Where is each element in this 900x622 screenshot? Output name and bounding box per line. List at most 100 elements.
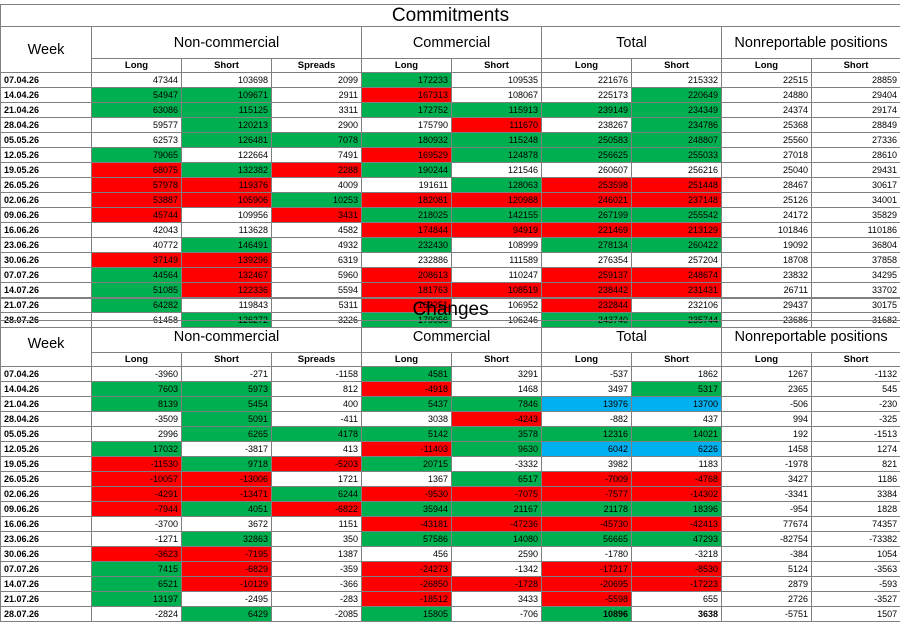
value-cell: -1513: [812, 427, 900, 442]
subheader-short: Short: [182, 353, 272, 367]
value-cell: 9630: [452, 442, 542, 457]
value-cell: -1158: [272, 367, 362, 382]
value-cell: 1267: [722, 367, 812, 382]
value-cell: 2590: [452, 547, 542, 562]
commitments-title: Commitments: [1, 5, 900, 27]
value-cell: 1507: [812, 607, 900, 622]
value-cell: 21178: [542, 502, 632, 517]
value-cell: 22515: [722, 73, 812, 88]
value-cell: 122336: [182, 283, 272, 298]
value-cell: 30617: [812, 178, 900, 193]
value-cell: 6429: [182, 607, 272, 622]
value-cell: 79065: [92, 148, 182, 163]
value-cell: 68075: [92, 163, 182, 178]
value-cell: 3291: [452, 367, 542, 382]
value-cell: 175790: [362, 118, 452, 133]
week-cell: 02.06.26: [1, 487, 92, 502]
group-header-total: Total: [542, 321, 722, 353]
value-cell: -271: [182, 367, 272, 382]
value-cell: 1186: [812, 472, 900, 487]
value-cell: 215332: [632, 73, 722, 88]
subheader-long: Long: [92, 353, 182, 367]
changes-table: Changes Week Non-commercial Commercial T…: [0, 298, 900, 622]
value-cell: 3311: [272, 103, 362, 118]
week-cell: 14.04.26: [1, 382, 92, 397]
value-cell: 17032: [92, 442, 182, 457]
value-cell: 2288: [272, 163, 362, 178]
value-cell: 1458: [722, 442, 812, 457]
value-cell: -7944: [92, 502, 182, 517]
value-cell: 28467: [722, 178, 812, 193]
value-cell: -1342: [452, 562, 542, 577]
value-cell: 253598: [542, 178, 632, 193]
value-cell: 29174: [812, 103, 900, 118]
value-cell: 18708: [722, 253, 812, 268]
changes-title: Changes: [1, 299, 900, 321]
value-cell: 7415: [92, 562, 182, 577]
value-cell: 812: [272, 382, 362, 397]
value-cell: -954: [722, 502, 812, 517]
group-header-noncommercial: Non-commercial: [92, 27, 362, 59]
value-cell: 6244: [272, 487, 362, 502]
value-cell: 456: [362, 547, 452, 562]
subheader-short: Short: [632, 59, 722, 73]
value-cell: 111670: [452, 118, 542, 133]
value-cell: 34001: [812, 193, 900, 208]
value-cell: -366: [272, 577, 362, 592]
value-cell: 231431: [632, 283, 722, 298]
week-cell: 28.04.26: [1, 118, 92, 133]
week-cell: 14.07.26: [1, 577, 92, 592]
value-cell: -42413: [632, 517, 722, 532]
value-cell: 1468: [452, 382, 542, 397]
value-cell: 47293: [632, 532, 722, 547]
value-cell: -4918: [362, 382, 452, 397]
value-cell: 4178: [272, 427, 362, 442]
value-cell: 7846: [452, 397, 542, 412]
value-cell: -14302: [632, 487, 722, 502]
value-cell: 115125: [182, 103, 272, 118]
value-cell: 7603: [92, 382, 182, 397]
value-cell: -3700: [92, 517, 182, 532]
subheader-long: Long: [722, 59, 812, 73]
week-cell: 05.05.26: [1, 427, 92, 442]
value-cell: 101846: [722, 223, 812, 238]
value-cell: 239149: [542, 103, 632, 118]
value-cell: 218025: [362, 208, 452, 223]
value-cell: 132382: [182, 163, 272, 178]
value-cell: 113628: [182, 223, 272, 238]
value-cell: 13197: [92, 592, 182, 607]
value-cell: 3497: [542, 382, 632, 397]
value-cell: 1367: [362, 472, 452, 487]
value-cell: 182081: [362, 193, 452, 208]
value-cell: 255542: [632, 208, 722, 223]
value-cell: 110186: [812, 223, 900, 238]
value-cell: 3431: [272, 208, 362, 223]
value-cell: -26850: [362, 577, 452, 592]
value-cell: -7577: [542, 487, 632, 502]
value-cell: 27336: [812, 133, 900, 148]
value-cell: 5454: [182, 397, 272, 412]
value-cell: 51085: [92, 283, 182, 298]
value-cell: 35829: [812, 208, 900, 223]
value-cell: 1183: [632, 457, 722, 472]
week-cell: 07.04.26: [1, 73, 92, 88]
value-cell: -3218: [632, 547, 722, 562]
value-cell: 18396: [632, 502, 722, 517]
value-cell: 24880: [722, 88, 812, 103]
week-cell: 14.07.26: [1, 283, 92, 298]
value-cell: -6829: [182, 562, 272, 577]
value-cell: 25560: [722, 133, 812, 148]
week-cell: 26.05.26: [1, 472, 92, 487]
value-cell: -1780: [542, 547, 632, 562]
value-cell: 59577: [92, 118, 182, 133]
value-cell: 5142: [362, 427, 452, 442]
